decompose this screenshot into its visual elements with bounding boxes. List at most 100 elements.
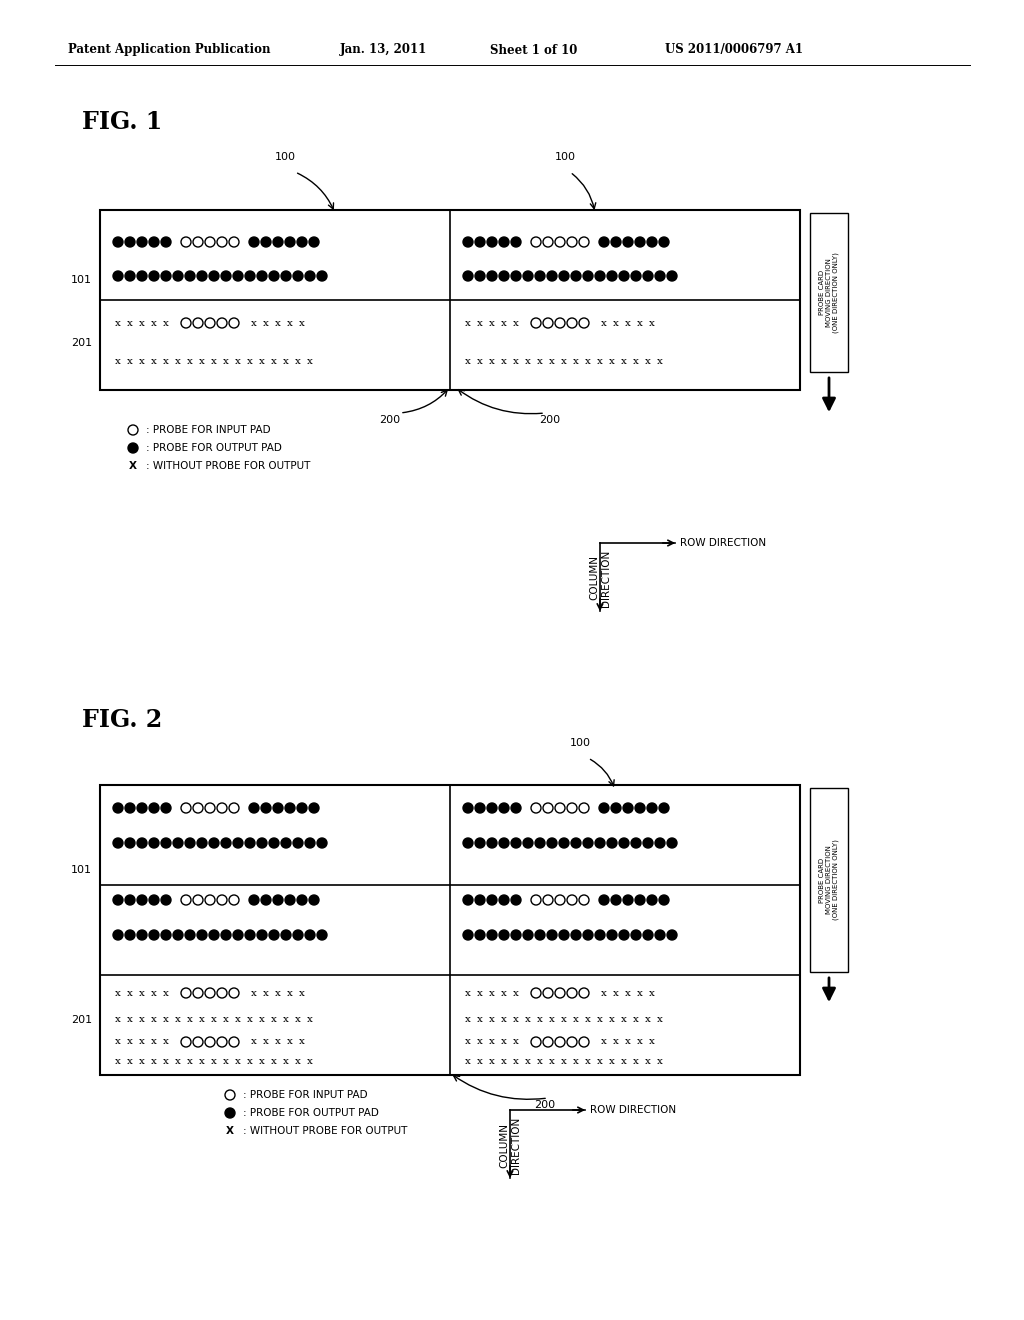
Circle shape	[173, 931, 183, 940]
Text: x: x	[127, 318, 133, 327]
Text: x: x	[613, 1038, 618, 1047]
Circle shape	[317, 271, 327, 281]
Circle shape	[579, 895, 589, 906]
Circle shape	[567, 1038, 577, 1047]
Text: x: x	[489, 1038, 495, 1047]
Text: x: x	[513, 358, 519, 367]
Text: x: x	[645, 358, 651, 367]
Circle shape	[185, 931, 195, 940]
Circle shape	[567, 318, 577, 327]
Circle shape	[185, 271, 195, 281]
Text: x: x	[275, 989, 281, 998]
Text: x: x	[211, 1057, 217, 1067]
Text: x: x	[251, 1038, 257, 1047]
Text: x: x	[139, 989, 145, 998]
Circle shape	[137, 238, 147, 247]
Circle shape	[233, 271, 243, 281]
Circle shape	[297, 238, 307, 247]
Circle shape	[221, 838, 231, 847]
Circle shape	[245, 838, 255, 847]
Circle shape	[217, 238, 227, 247]
Circle shape	[281, 271, 291, 281]
Circle shape	[579, 318, 589, 327]
Text: x: x	[271, 358, 276, 367]
Circle shape	[293, 271, 303, 281]
Circle shape	[567, 987, 577, 998]
Text: x: x	[283, 1057, 289, 1067]
Circle shape	[511, 271, 521, 281]
Text: x: x	[597, 1057, 603, 1067]
Text: x: x	[633, 1057, 639, 1067]
Text: x: x	[152, 1015, 157, 1024]
Text: x: x	[657, 1015, 663, 1024]
Text: : WITHOUT PROBE FOR OUTPUT: : WITHOUT PROBE FOR OUTPUT	[243, 1126, 408, 1137]
Circle shape	[113, 238, 123, 247]
Circle shape	[511, 895, 521, 906]
Text: x: x	[465, 1038, 471, 1047]
Circle shape	[285, 803, 295, 813]
Circle shape	[181, 318, 191, 327]
Text: x: x	[513, 1057, 519, 1067]
Circle shape	[511, 838, 521, 847]
Circle shape	[125, 838, 135, 847]
Text: x: x	[637, 989, 643, 998]
Text: x: x	[622, 1015, 627, 1024]
Text: x: x	[489, 358, 495, 367]
Text: x: x	[513, 318, 519, 327]
Text: x: x	[199, 1015, 205, 1024]
Text: x: x	[525, 1015, 530, 1024]
Circle shape	[487, 271, 497, 281]
Text: x: x	[115, 318, 121, 327]
Circle shape	[667, 838, 677, 847]
Circle shape	[193, 1038, 203, 1047]
Circle shape	[317, 931, 327, 940]
Text: x: x	[477, 358, 483, 367]
Circle shape	[463, 895, 473, 906]
Circle shape	[579, 987, 589, 998]
Circle shape	[273, 238, 283, 247]
Circle shape	[555, 1038, 565, 1047]
Circle shape	[281, 931, 291, 940]
Text: x: x	[275, 1038, 281, 1047]
Circle shape	[499, 838, 509, 847]
Circle shape	[293, 838, 303, 847]
Circle shape	[309, 238, 319, 247]
Text: x: x	[163, 1057, 169, 1067]
Circle shape	[205, 318, 215, 327]
Text: x: x	[561, 358, 567, 367]
Text: x: x	[187, 1057, 193, 1067]
Text: x: x	[613, 989, 618, 998]
Text: x: x	[513, 1015, 519, 1024]
Circle shape	[273, 803, 283, 813]
Text: x: x	[307, 358, 313, 367]
Circle shape	[209, 271, 219, 281]
Circle shape	[225, 1107, 234, 1118]
Text: x: x	[501, 1038, 507, 1047]
Circle shape	[555, 318, 565, 327]
Text: x: x	[139, 1015, 145, 1024]
Circle shape	[607, 271, 617, 281]
Circle shape	[181, 987, 191, 998]
Text: x: x	[163, 1038, 169, 1047]
Circle shape	[531, 803, 541, 813]
Circle shape	[635, 895, 645, 906]
Text: x: x	[525, 358, 530, 367]
Circle shape	[523, 838, 534, 847]
Circle shape	[209, 838, 219, 847]
Circle shape	[137, 838, 147, 847]
Circle shape	[607, 931, 617, 940]
Text: x: x	[175, 1015, 181, 1024]
Circle shape	[125, 271, 135, 281]
Text: x: x	[645, 1057, 651, 1067]
Circle shape	[463, 931, 473, 940]
Text: x: x	[307, 1015, 313, 1024]
Text: x: x	[649, 1038, 655, 1047]
Circle shape	[595, 271, 605, 281]
Text: x: x	[477, 318, 483, 327]
Text: x: x	[115, 1038, 121, 1047]
Text: x: x	[573, 358, 579, 367]
Text: x: x	[211, 358, 217, 367]
Circle shape	[193, 987, 203, 998]
Circle shape	[543, 895, 553, 906]
Text: x: x	[263, 318, 269, 327]
